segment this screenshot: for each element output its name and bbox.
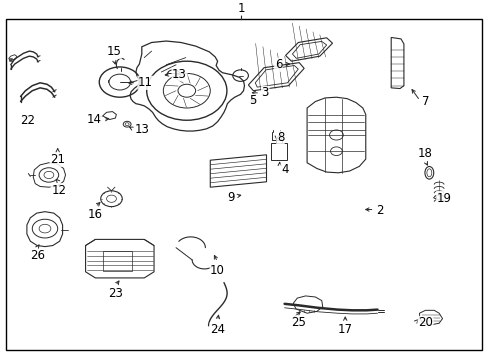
Text: 9: 9 xyxy=(227,191,234,204)
Bar xyxy=(102,251,132,271)
Text: 26: 26 xyxy=(30,249,44,262)
Text: 21: 21 xyxy=(50,153,65,166)
Text: 3: 3 xyxy=(261,86,268,99)
Text: 13: 13 xyxy=(172,68,186,81)
Text: 25: 25 xyxy=(291,316,305,329)
Text: 13: 13 xyxy=(134,123,149,136)
Text: 14: 14 xyxy=(86,113,102,126)
Text: 24: 24 xyxy=(210,323,224,336)
Text: 7: 7 xyxy=(421,95,428,108)
Text: 8: 8 xyxy=(276,131,284,144)
Text: 15: 15 xyxy=(106,45,121,58)
Text: 1: 1 xyxy=(237,2,244,15)
Text: 10: 10 xyxy=(210,264,224,276)
Text: 22: 22 xyxy=(20,114,36,127)
Text: 18: 18 xyxy=(417,147,432,160)
Text: 11: 11 xyxy=(138,76,153,89)
Text: 16: 16 xyxy=(88,208,102,221)
Text: 19: 19 xyxy=(436,192,451,204)
Text: 17: 17 xyxy=(337,323,352,336)
Text: 12: 12 xyxy=(51,184,66,197)
Text: 5: 5 xyxy=(249,94,256,107)
Text: 6: 6 xyxy=(274,58,282,71)
Text: 23: 23 xyxy=(108,287,122,300)
Text: 20: 20 xyxy=(417,316,432,329)
Text: 2: 2 xyxy=(376,204,383,217)
Bar xyxy=(271,143,286,160)
Text: 4: 4 xyxy=(281,163,288,176)
